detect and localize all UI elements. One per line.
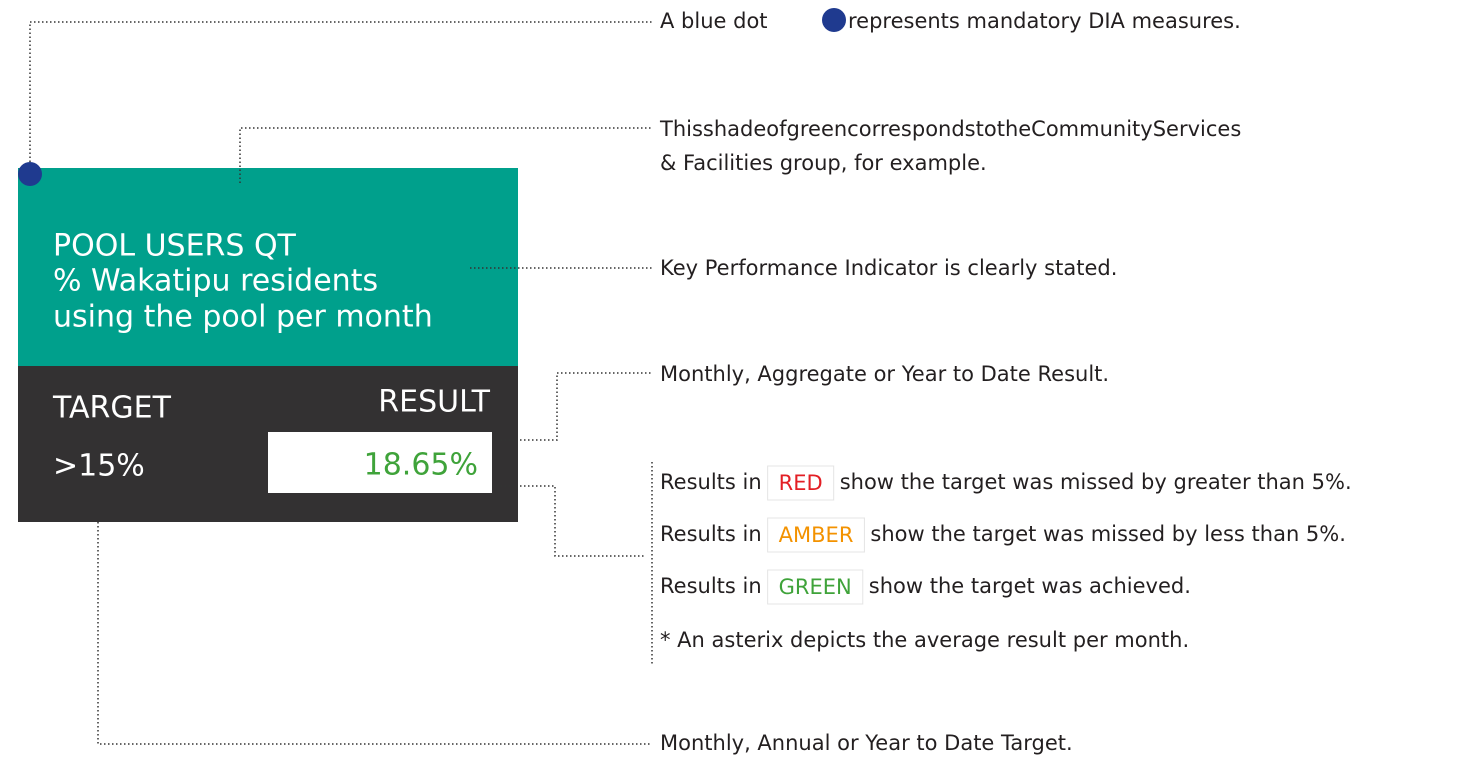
legend-tag: RED — [779, 471, 823, 495]
legend-tag: GREEN — [779, 575, 852, 599]
annotation: * An asterix depicts the average result … — [660, 628, 1189, 652]
result-box — [268, 432, 492, 493]
legend-text: show the target was missed by greater th… — [840, 470, 1352, 494]
annotation: Monthly, Annual or Year to Date Target. — [660, 731, 1073, 755]
connector — [492, 372, 652, 441]
legend-tag: AMBER — [779, 523, 854, 547]
legend-text: show the target was achieved. — [869, 574, 1191, 598]
kpi-line: using the pool per month — [53, 300, 433, 335]
annotation: Monthly, Aggregate or Year to Date Resul… — [660, 362, 1109, 386]
legend-swatch — [767, 569, 864, 605]
target-label: TARGET — [52, 391, 172, 426]
legend-swatch — [767, 465, 835, 501]
legend-prefix: Results in — [660, 522, 762, 546]
blue-dot-icon — [822, 8, 846, 32]
result-label: RESULT — [378, 385, 490, 420]
legend-prefix: Results in — [660, 574, 762, 598]
kpi-line: % Wakatipu residents — [53, 264, 378, 299]
annotation: & Facilities group, for example. — [660, 151, 987, 175]
result-value: 18.65% — [364, 448, 478, 483]
card-title: POOL USERS QT — [53, 229, 297, 264]
connector — [29, 21, 652, 162]
annotation: Key Performance Indicator is clearly sta… — [660, 256, 1117, 280]
annotation: ThisshadeofgreencorrespondstotheCommunit… — [659, 117, 1241, 141]
blue-dot — [18, 162, 42, 186]
annotation: represents mandatory DIA measures. — [848, 9, 1241, 33]
target-value: >15% — [53, 449, 145, 484]
legend-text: show the target was missed by less than … — [870, 522, 1346, 546]
card-header — [18, 168, 518, 366]
legend-prefix: Results in — [660, 470, 762, 494]
connector — [97, 522, 652, 745]
annotation: A blue dot — [660, 9, 768, 33]
legend: Results in RED show the target was missed … — [660, 465, 1352, 605]
legend-swatch — [767, 517, 865, 553]
